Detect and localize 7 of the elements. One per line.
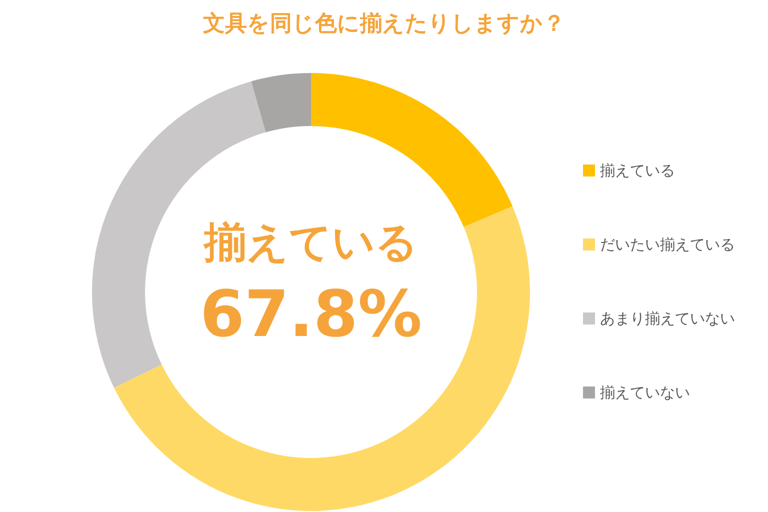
text: 67.8% xyxy=(200,278,422,352)
legend-label: 揃えている xyxy=(600,162,675,180)
legend-label: あまり揃えていない xyxy=(600,310,735,328)
text: 揃えている xyxy=(202,218,418,266)
legend-label: だいたい揃えている xyxy=(600,236,735,254)
legend-label: 揃えていない xyxy=(600,384,690,402)
chart-title: 文具を同じ色に揃えたりしますか？ xyxy=(202,10,565,36)
